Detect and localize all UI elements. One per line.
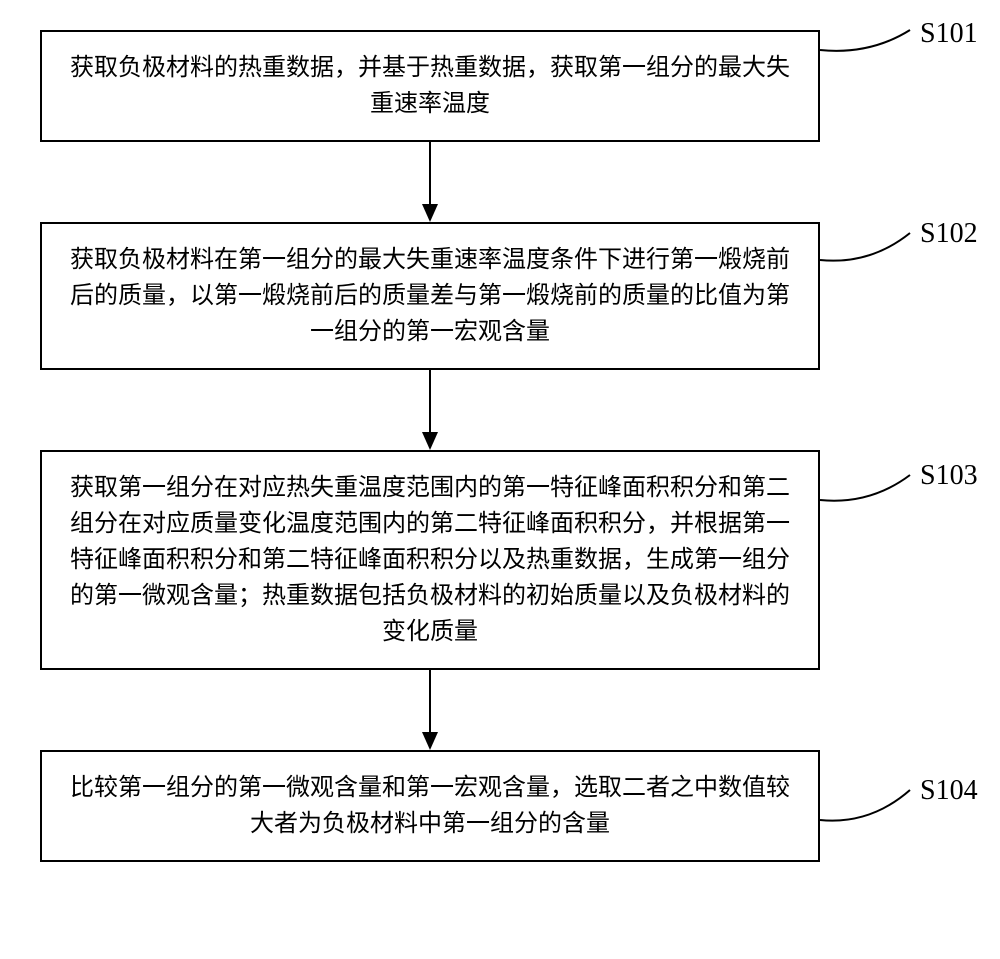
step-label-s103: S103 — [920, 460, 978, 492]
arrow-s102-s103 — [415, 370, 445, 450]
step-text: 获取第一组分在对应热失重温度范围内的第一特征峰面积积分和第二组分在对应质量变化温… — [70, 475, 790, 645]
step-box-s103: 获取第一组分在对应热失重温度范围内的第一特征峰面积积分和第二组分在对应质量变化温… — [40, 450, 820, 670]
step-box-s102: 获取负极材料在第一组分的最大失重速率温度条件下进行第一煅烧前后的质量，以第一煅烧… — [40, 222, 820, 370]
arrow-s103-s104 — [415, 670, 445, 750]
step-label-s101: S101 — [920, 18, 978, 50]
step-label-s102: S102 — [920, 218, 978, 250]
flowchart-container: 获取负极材料的热重数据，并基于热重数据，获取第一组分的最大失重速率温度 获取负极… — [40, 30, 820, 862]
step-text: 获取负极材料在第一组分的最大失重速率温度条件下进行第一煅烧前后的质量，以第一煅烧… — [70, 247, 790, 345]
arrow-s101-s102 — [415, 142, 445, 222]
step-box-s104: 比较第一组分的第一微观含量和第一宏观含量，选取二者之中数值较大者为负极材料中第一… — [40, 750, 820, 862]
step-box-s101: 获取负极材料的热重数据，并基于热重数据，获取第一组分的最大失重速率温度 — [40, 30, 820, 142]
step-text: 比较第一组分的第一微观含量和第一宏观含量，选取二者之中数值较大者为负极材料中第一… — [70, 775, 790, 837]
step-label-s104: S104 — [920, 775, 978, 807]
step-text: 获取负极材料的热重数据，并基于热重数据，获取第一组分的最大失重速率温度 — [70, 55, 790, 117]
